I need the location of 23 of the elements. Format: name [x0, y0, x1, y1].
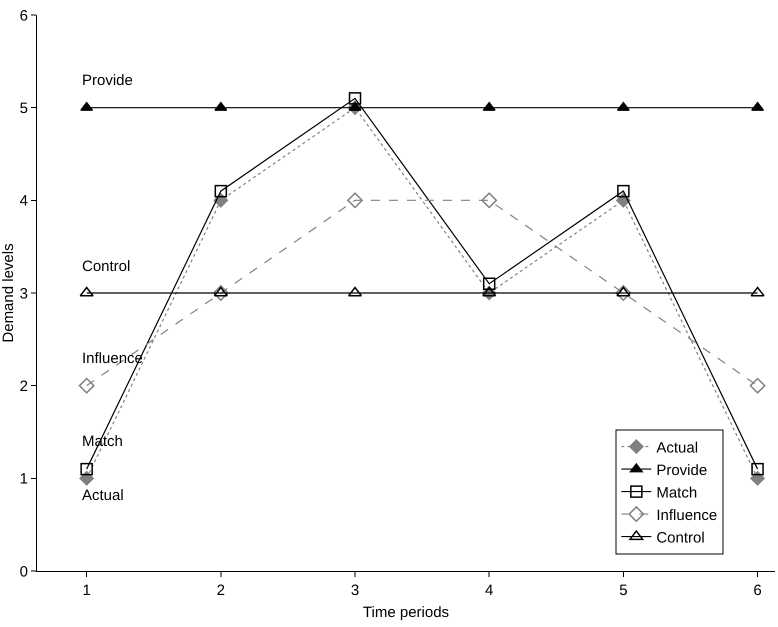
y-tick-label: 6	[20, 7, 28, 24]
x-tick-label: 5	[619, 582, 628, 599]
y-tick-label: 5	[20, 100, 28, 117]
y-tick-label: 0	[20, 563, 28, 580]
legend-label: Provide	[656, 462, 708, 479]
y-tick-label: 4	[20, 192, 28, 210]
y-tick-label: 2	[20, 378, 28, 395]
x-tick-label: 1	[82, 582, 91, 599]
legend-label: Match	[656, 484, 698, 502]
legend-label: Control	[656, 529, 705, 546]
x-tick-label: 2	[216, 582, 225, 599]
annotation: Control	[82, 258, 130, 275]
x-axis-title: Time periods	[362, 604, 450, 621]
y-tick-label: 1	[20, 470, 28, 488]
legend-label: Actual	[656, 439, 698, 456]
y-tick-label: 3	[20, 285, 28, 302]
annotation: Actual	[82, 487, 124, 504]
x-tick-label: 4	[485, 582, 494, 599]
x-tick-label: 3	[350, 582, 360, 599]
legend-label: Influence	[656, 506, 718, 524]
annotation: Provide	[82, 72, 133, 89]
y-axis-title: Demand levels	[0, 243, 17, 343]
x-tick-label: 6	[753, 582, 762, 599]
